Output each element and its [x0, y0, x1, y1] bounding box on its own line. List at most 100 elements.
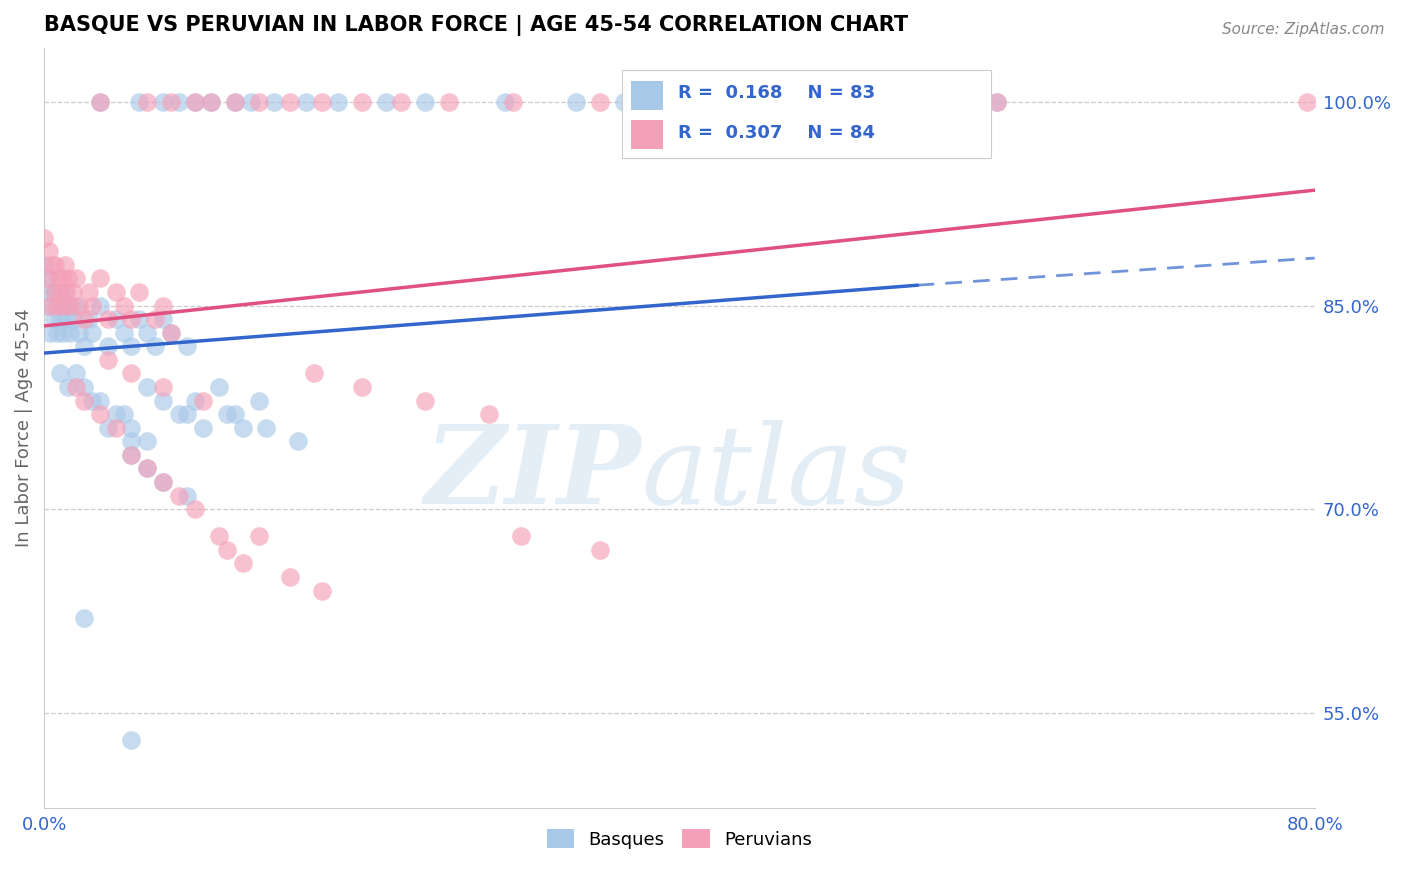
Point	[350, 95, 373, 109]
Point	[45, 326, 67, 340]
Point	[184, 95, 207, 109]
Point	[224, 407, 246, 421]
Point	[121, 420, 143, 434]
Point	[136, 380, 159, 394]
Point	[58, 326, 80, 340]
Point	[89, 271, 111, 285]
Point	[184, 95, 207, 109]
Point	[52, 299, 75, 313]
Point	[167, 407, 190, 421]
Point	[191, 420, 214, 434]
Point	[494, 95, 516, 109]
Point	[41, 258, 63, 272]
Point	[160, 326, 183, 340]
Point	[62, 312, 84, 326]
Point	[136, 461, 159, 475]
Point	[38, 271, 60, 285]
Point	[295, 95, 318, 109]
Point	[73, 312, 96, 326]
Point	[65, 380, 87, 394]
Point	[184, 393, 207, 408]
Point	[589, 542, 612, 557]
Point	[55, 312, 77, 326]
Point	[52, 326, 75, 340]
Point	[89, 95, 111, 109]
Point	[121, 448, 143, 462]
Text: R =  0.168    N = 83: R = 0.168 N = 83	[678, 84, 876, 103]
Legend: Basques, Peruvians: Basques, Peruvians	[540, 822, 820, 855]
Point	[152, 475, 174, 489]
Point	[44, 258, 66, 272]
Point	[160, 95, 183, 109]
Point	[136, 434, 159, 449]
Point	[49, 285, 72, 299]
Point	[65, 367, 87, 381]
Point	[224, 95, 246, 109]
Point	[1295, 95, 1317, 109]
Point	[208, 380, 231, 394]
Point	[152, 380, 174, 394]
Point	[176, 339, 198, 353]
Point	[247, 393, 270, 408]
Point	[77, 312, 100, 326]
Point	[67, 326, 90, 340]
Point	[55, 285, 77, 299]
Text: Source: ZipAtlas.com: Source: ZipAtlas.com	[1222, 22, 1385, 37]
Point	[53, 258, 76, 272]
Point	[44, 285, 66, 299]
Point	[48, 299, 70, 313]
Point	[32, 258, 55, 272]
Point	[56, 271, 79, 285]
Point	[232, 557, 254, 571]
Point	[700, 95, 723, 109]
Point	[215, 542, 238, 557]
Point	[41, 285, 63, 299]
Point	[121, 367, 143, 381]
Point	[152, 393, 174, 408]
Point	[37, 271, 59, 285]
Point	[143, 339, 166, 353]
Point	[97, 339, 120, 353]
Point	[326, 95, 349, 109]
Point	[77, 285, 100, 299]
Point	[73, 339, 96, 353]
Point	[51, 271, 73, 285]
Point	[502, 95, 524, 109]
Point	[42, 312, 65, 326]
Point	[49, 367, 72, 381]
Point	[247, 529, 270, 543]
Point	[89, 407, 111, 421]
Point	[65, 271, 87, 285]
Point	[32, 230, 55, 244]
Point	[152, 95, 174, 109]
Point	[302, 367, 325, 381]
Point	[67, 299, 90, 313]
Point	[42, 285, 65, 299]
Point	[49, 312, 72, 326]
Point	[986, 95, 1008, 109]
Point	[112, 326, 135, 340]
Point	[247, 95, 270, 109]
Point	[38, 244, 60, 259]
Point	[263, 95, 285, 109]
Point	[51, 299, 73, 313]
Point	[176, 489, 198, 503]
Point	[104, 407, 127, 421]
Point	[62, 285, 84, 299]
Point	[184, 502, 207, 516]
Point	[45, 299, 67, 313]
Point	[311, 583, 333, 598]
Bar	[631, 81, 662, 110]
Point	[39, 299, 62, 313]
Point	[48, 271, 70, 285]
Point	[89, 393, 111, 408]
Y-axis label: In Labor Force | Age 45-54: In Labor Force | Age 45-54	[15, 309, 32, 547]
Point	[167, 95, 190, 109]
Point	[73, 380, 96, 394]
Point	[121, 732, 143, 747]
Point	[58, 299, 80, 313]
Point	[350, 380, 373, 394]
Point	[152, 312, 174, 326]
Point	[97, 312, 120, 326]
Point	[104, 312, 127, 326]
